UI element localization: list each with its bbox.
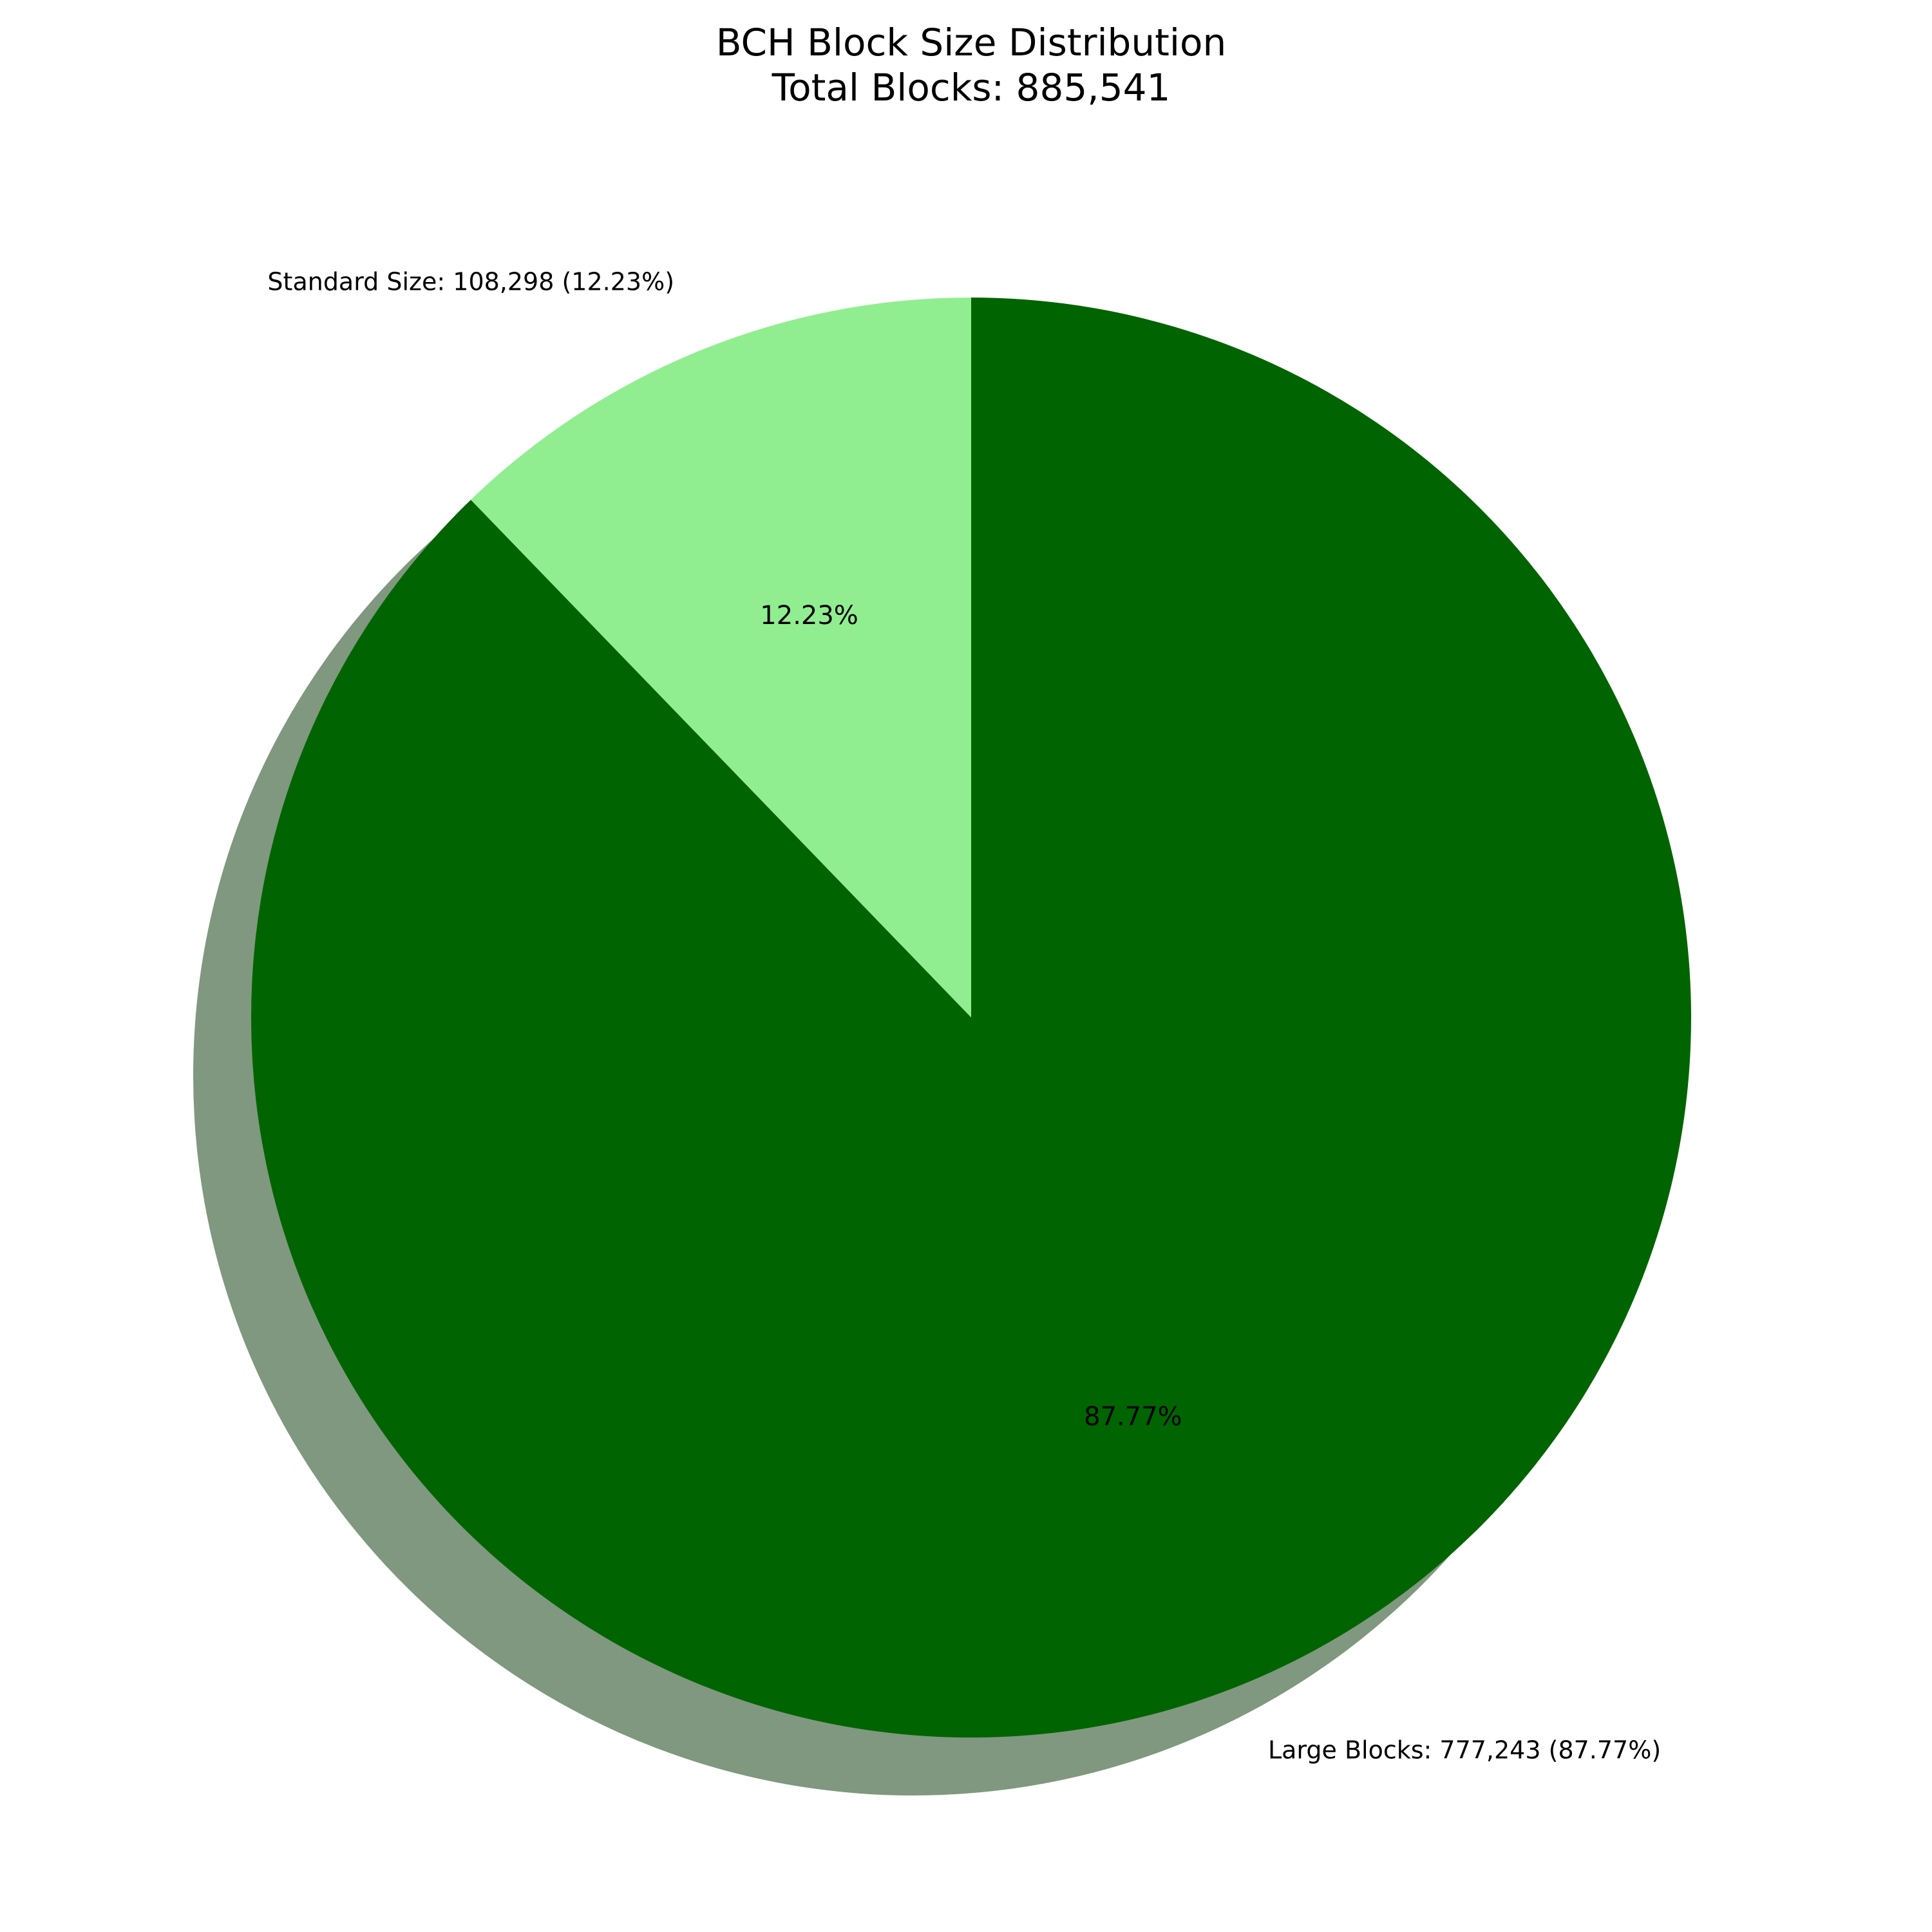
slice-standard-size (470, 298, 971, 1018)
pie-labels: Standard Size: 108,298 (12.23%) 12.23% Lar… (267, 267, 1661, 1764)
slice-percent-standard-size: 12.23% (760, 601, 858, 630)
slice-large-blocks (251, 298, 1691, 1738)
pie-slices (251, 298, 1691, 1738)
chart-subtitle: Total Blocks: 885,541 (772, 66, 1171, 109)
slice-label-large-blocks: Large Blocks: 777,243 (87.77%) (1268, 1736, 1661, 1765)
chart-title: BCH Block Size Distribution (716, 21, 1227, 64)
slice-label-standard-size: Standard Size: 108,298 (12.23%) (267, 267, 674, 296)
slice-percent-large-blocks: 87.77% (1084, 1402, 1182, 1432)
